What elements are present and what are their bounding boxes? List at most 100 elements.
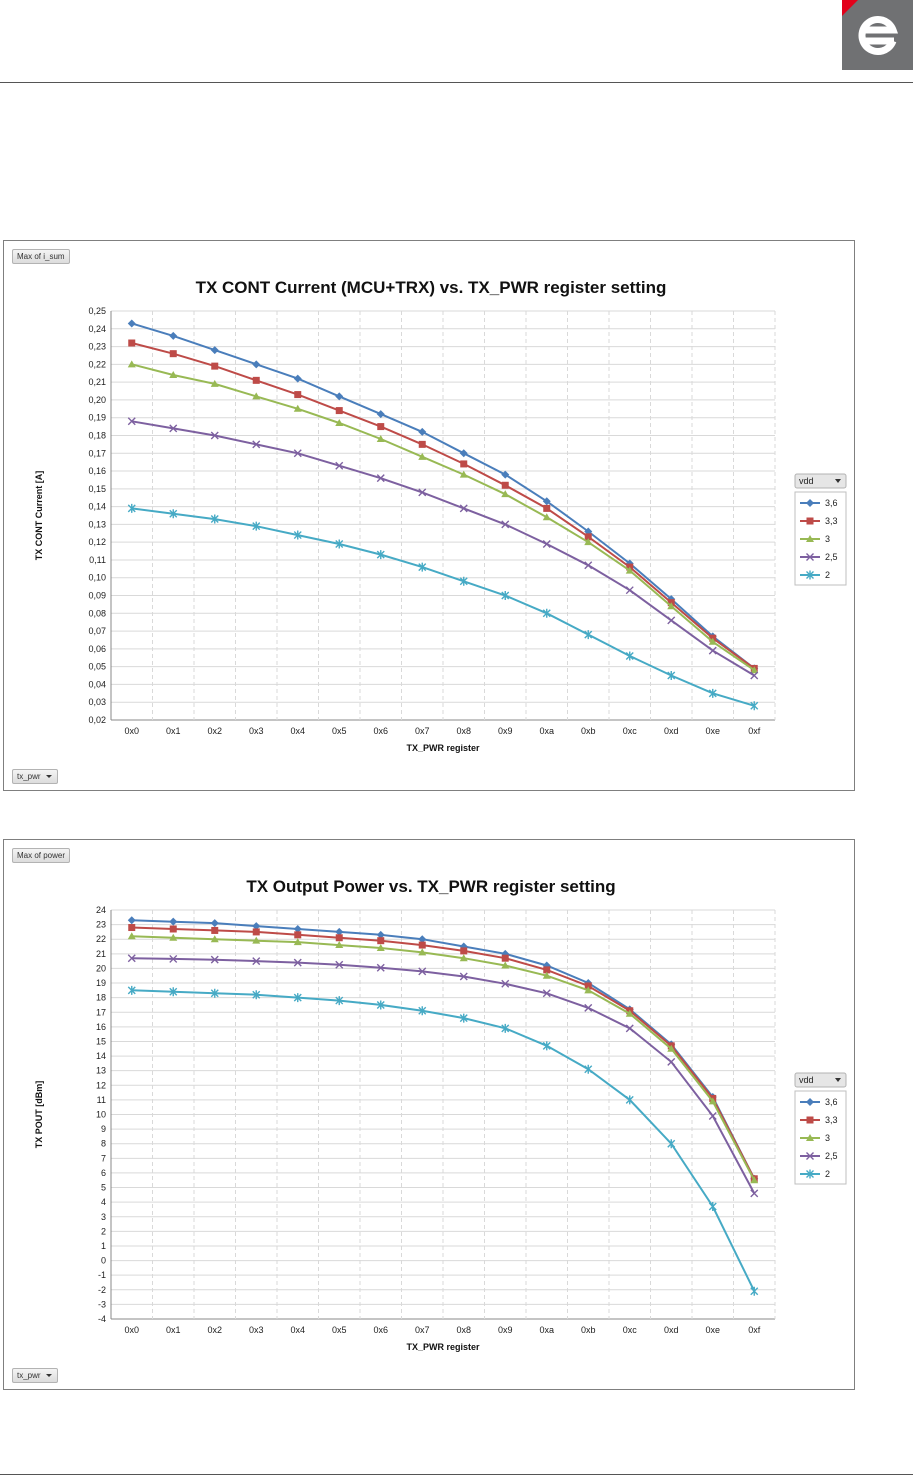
- data-point: [169, 933, 178, 941]
- chevron-down-icon[interactable]: [835, 479, 841, 483]
- value-field-button[interactable]: Max of power: [12, 848, 71, 863]
- data-point: [584, 630, 593, 640]
- x-tick-label: 0xf: [748, 726, 761, 736]
- y-tick-label: 16: [96, 1022, 106, 1032]
- legend-field-label[interactable]: vdd: [799, 476, 814, 486]
- legend-label: 3: [825, 534, 830, 544]
- legend-marker: [806, 570, 814, 580]
- series-5: [127, 985, 759, 1296]
- y-tick-label: 18: [96, 993, 106, 1003]
- data-point: [501, 1023, 510, 1033]
- data-point: [252, 957, 261, 966]
- data-point: [750, 1286, 759, 1296]
- legend-marker: [806, 1134, 814, 1141]
- data-point: [252, 936, 261, 944]
- data-point: [625, 651, 634, 661]
- data-point: [293, 530, 302, 540]
- data-point: [459, 449, 468, 458]
- company-logo: [842, 0, 913, 70]
- data-point: [501, 470, 510, 479]
- legend-field-button-bg[interactable]: [794, 1072, 847, 1088]
- legend-marker: [806, 499, 814, 507]
- legend-field-label[interactable]: vdd: [799, 1075, 814, 1085]
- value-field-button[interactable]: Max of i_sum: [12, 249, 70, 264]
- y-tick-label: 0,21: [88, 377, 106, 387]
- data-point: [335, 407, 343, 415]
- data-point: [584, 1064, 593, 1074]
- series-line: [131, 957, 756, 1194]
- data-point: [252, 521, 261, 531]
- y-tick-label: 0,14: [88, 502, 106, 512]
- header-divider: [0, 82, 913, 83]
- x-tick-label: 0x7: [415, 726, 430, 736]
- legend-field-button-bg[interactable]: [794, 473, 847, 489]
- data-point: [127, 916, 136, 925]
- series-4: [127, 954, 759, 1198]
- axis-field-button[interactable]: tx_pwr: [12, 1368, 58, 1383]
- data-point: [584, 538, 593, 546]
- y-tick-label: 9: [101, 1124, 106, 1134]
- x-tick-label: 0x9: [498, 1325, 513, 1335]
- data-point: [708, 1202, 717, 1212]
- data-point: [211, 926, 219, 934]
- legend-field-button[interactable]: vdd: [794, 473, 847, 489]
- x-tick-label: 0x7: [415, 1325, 430, 1335]
- data-point: [501, 954, 509, 962]
- x-tick-label: 0xb: [581, 1325, 596, 1335]
- axis-field-button[interactable]: tx_pwr: [12, 769, 58, 784]
- data-point: [377, 423, 385, 431]
- data-point: [750, 701, 759, 711]
- data-point: [169, 331, 178, 340]
- x-tick-label: 0xe: [705, 1325, 720, 1335]
- data-point: [459, 1013, 468, 1023]
- legend-item: 3,3: [800, 1115, 838, 1125]
- x-tick-label: 0x8: [456, 1325, 471, 1335]
- legend-label: 2,5: [825, 552, 838, 562]
- legend-label: 3,6: [825, 1097, 838, 1107]
- legend-marker: [806, 535, 814, 542]
- y-axis-title: TX CONT Current [A]: [34, 471, 44, 561]
- data-point: [210, 955, 219, 964]
- series-3: [127, 360, 759, 674]
- x-tick-label: 0x3: [249, 726, 264, 736]
- y-tick-label: 0,06: [88, 644, 106, 654]
- legend-item: 3,3: [800, 516, 838, 526]
- data-point: [210, 514, 219, 524]
- legend: vdd 3,6 3,3 3 2,5 2: [794, 1072, 847, 1185]
- legend-box: [794, 491, 847, 586]
- data-point: [750, 1176, 759, 1184]
- y-tick-label: 0,07: [88, 626, 106, 636]
- x-tick-label: 0xb: [581, 726, 596, 736]
- chevron-down-icon[interactable]: [835, 1078, 841, 1082]
- data-point: [543, 504, 551, 512]
- y-tick-label: 1: [101, 1241, 106, 1251]
- y-tick-label: 0,22: [88, 359, 106, 369]
- y-tick-label: 11: [97, 1095, 106, 1105]
- data-point: [377, 937, 385, 945]
- y-tick-label: 20: [96, 963, 106, 973]
- data-point: [293, 374, 302, 383]
- x-tick-label: 0x8: [456, 726, 471, 736]
- legend-item: 2: [800, 570, 830, 580]
- y-tick-label: 0,18: [88, 430, 106, 440]
- data-point: [127, 985, 136, 995]
- data-point: [501, 481, 509, 489]
- data-point: [625, 1024, 634, 1033]
- legend-marker: [806, 1098, 814, 1106]
- x-axis-title: TX_PWR register: [406, 743, 480, 753]
- data-point: [294, 391, 302, 399]
- legend-field-button[interactable]: vdd: [794, 1072, 847, 1088]
- data-point: [542, 513, 551, 521]
- power-chart-panel: Max of power tx_pwr TX Output Power vs. …: [3, 839, 855, 1390]
- y-tick-label: 7: [101, 1153, 106, 1163]
- data-point: [127, 319, 136, 328]
- data-point: [542, 539, 551, 548]
- data-point: [418, 562, 427, 572]
- data-point: [460, 947, 468, 955]
- legend-item: 3: [800, 1133, 830, 1143]
- y-tick-label: 19: [96, 978, 106, 988]
- y-tick-label: 6: [101, 1168, 106, 1178]
- data-point: [293, 404, 302, 412]
- data-point: [252, 392, 261, 400]
- legend-item: 3,6: [800, 498, 838, 508]
